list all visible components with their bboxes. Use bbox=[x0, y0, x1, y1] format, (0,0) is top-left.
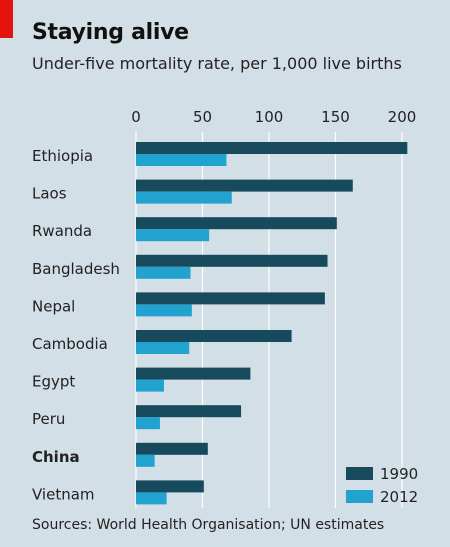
legend-swatch-2012 bbox=[346, 490, 373, 503]
bar-2012 bbox=[136, 492, 167, 505]
bar-1990 bbox=[136, 367, 251, 380]
bar-1990 bbox=[136, 217, 337, 230]
bar-1990 bbox=[136, 442, 208, 455]
x-tick-label: 0 bbox=[131, 108, 141, 126]
bar-1990 bbox=[136, 254, 328, 267]
chart-title: Staying alive bbox=[32, 20, 189, 45]
bar-1990 bbox=[136, 179, 353, 192]
bar-1990 bbox=[136, 292, 325, 305]
category-label: Laos bbox=[32, 185, 67, 203]
bar-2012 bbox=[136, 304, 192, 317]
bar-2012 bbox=[136, 229, 210, 242]
legend-swatch-1990 bbox=[346, 467, 373, 480]
category-label: Peru bbox=[32, 410, 65, 428]
x-tick-label: 150 bbox=[321, 108, 350, 126]
legend-label-2012: 2012 bbox=[380, 488, 418, 506]
category-label: Egypt bbox=[32, 373, 75, 391]
chart-subtitle: Under-five mortality rate, per 1,000 liv… bbox=[32, 54, 402, 73]
x-tick-label: 200 bbox=[388, 108, 417, 126]
chart-source: Sources: World Health Organisation; UN e… bbox=[32, 517, 385, 533]
category-label: Cambodia bbox=[32, 335, 108, 353]
bar-2012 bbox=[136, 379, 164, 392]
bar-2012 bbox=[136, 454, 155, 467]
brand-tag bbox=[0, 0, 13, 38]
category-label: Rwanda bbox=[32, 222, 92, 240]
category-label: Nepal bbox=[32, 297, 75, 315]
x-tick-label: 100 bbox=[255, 108, 284, 126]
legend-label-1990: 1990 bbox=[380, 465, 418, 483]
bar-2012 bbox=[136, 417, 160, 430]
bar-1990 bbox=[136, 405, 242, 418]
bar-1990 bbox=[136, 330, 292, 342]
category-label: Ethiopia bbox=[32, 147, 93, 165]
bar-2012 bbox=[136, 154, 227, 166]
bar-1990 bbox=[136, 142, 408, 154]
bar-2012 bbox=[136, 191, 232, 204]
x-tick-label: 50 bbox=[193, 108, 212, 126]
category-label: Vietnam bbox=[32, 485, 95, 503]
bar-2012 bbox=[136, 266, 191, 279]
bar-2012 bbox=[136, 342, 190, 354]
category-label: China bbox=[32, 448, 80, 466]
category-label: Bangladesh bbox=[32, 260, 120, 278]
bar-1990 bbox=[136, 480, 204, 493]
